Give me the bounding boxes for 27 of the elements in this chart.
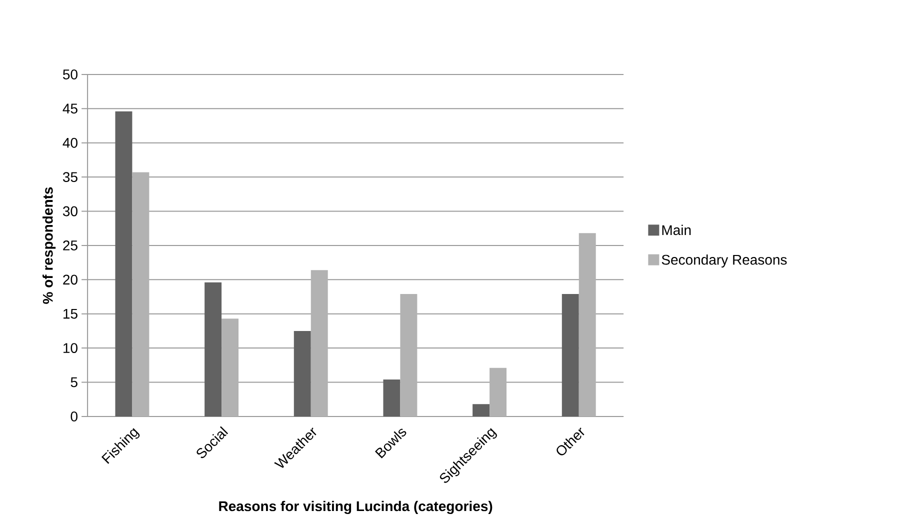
y-tick-label: 25 (63, 240, 78, 250)
bar (222, 318, 239, 416)
y-tick-label: 20 (63, 274, 78, 285)
legend-label: Main (662, 224, 691, 236)
y-tick-label: 45 (62, 104, 78, 114)
y-tick-label: 35 (62, 172, 78, 182)
bar (132, 172, 150, 416)
y-tick-label: 0 (70, 411, 78, 422)
y-tick-label: 30 (62, 206, 78, 216)
bar (294, 330, 311, 416)
bar (472, 404, 490, 416)
bar (204, 282, 222, 416)
bar (400, 294, 418, 416)
bar (115, 111, 132, 416)
x-axis-title: Reasons for visiting Lucinda (categories) (219, 500, 492, 514)
y-tick-label: 50 (63, 69, 78, 80)
bar (490, 368, 507, 416)
y-tick-label: 5 (70, 377, 78, 388)
y-tick-label: 10 (64, 343, 78, 354)
bar (383, 380, 400, 416)
y-tick-label: 15 (64, 308, 78, 319)
y-axis-title: % of respondents (42, 187, 56, 304)
bar (578, 233, 596, 416)
legend-label: Secondary Reasons (662, 254, 787, 268)
bar (310, 270, 328, 416)
y-tick-label: 40 (62, 138, 78, 148)
bar (562, 294, 579, 416)
